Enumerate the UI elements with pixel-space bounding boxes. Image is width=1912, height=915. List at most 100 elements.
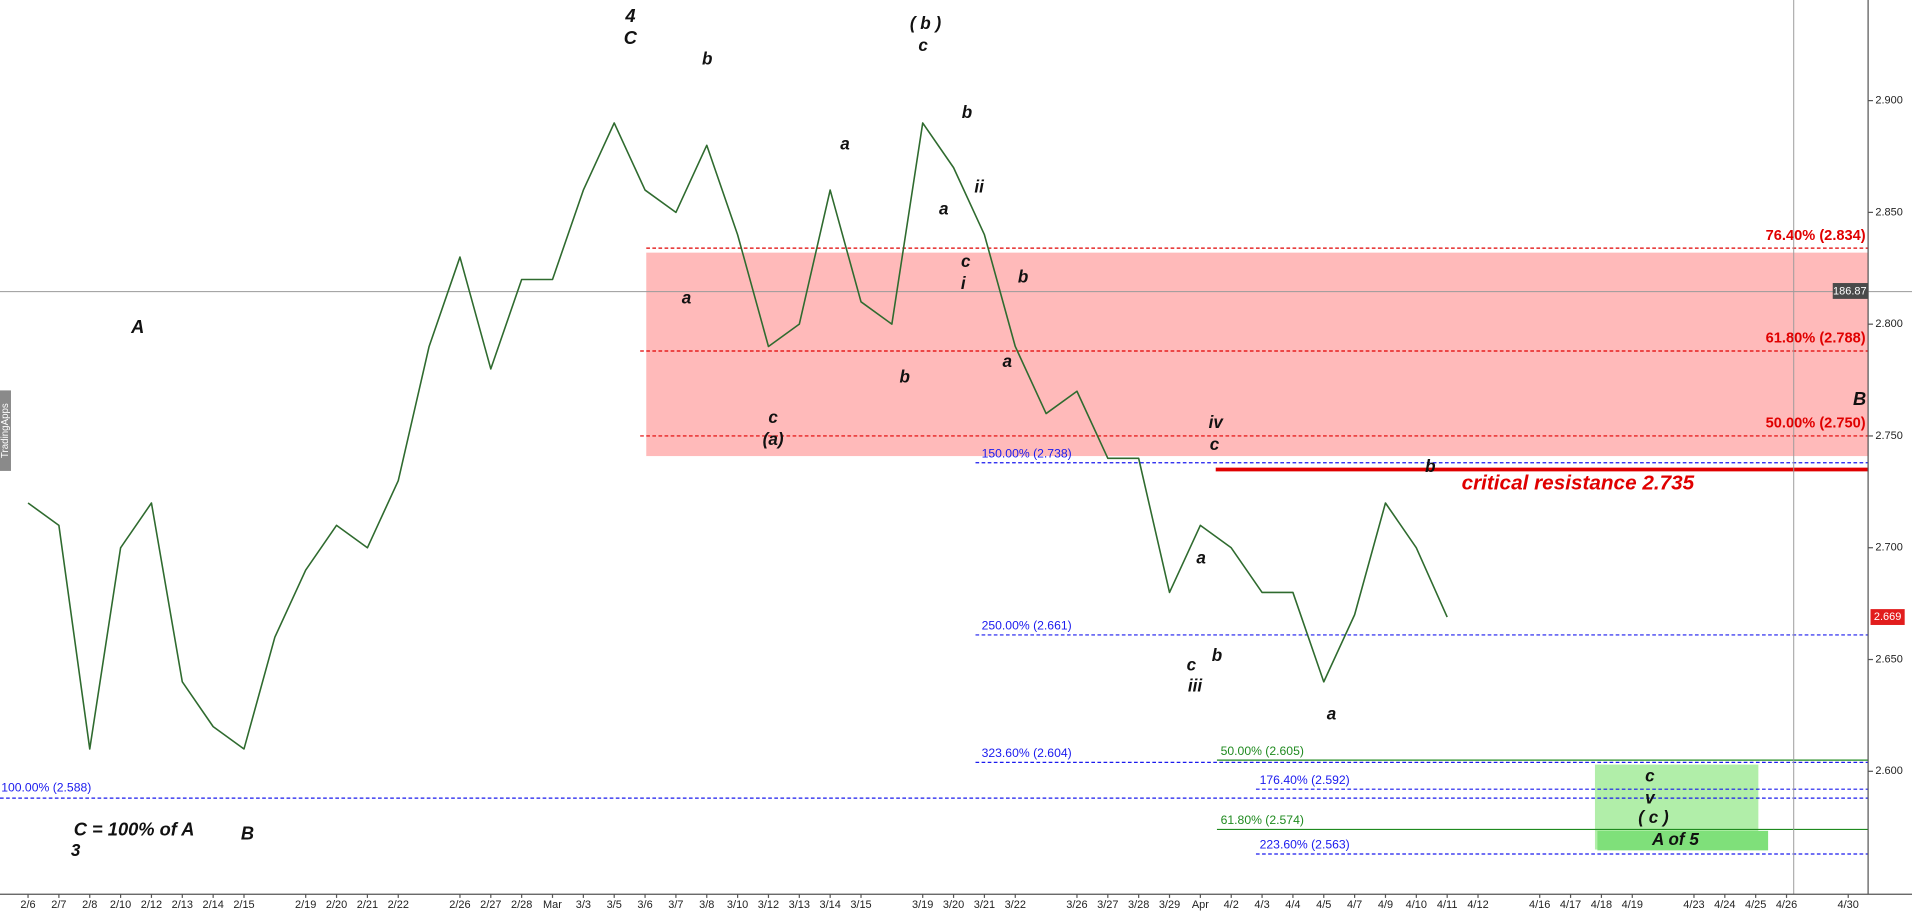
wave-label: 4 (624, 5, 635, 26)
wave-label: B (1853, 388, 1866, 409)
wave-label: a (840, 135, 849, 154)
level-label: critical resistance 2.735 (1462, 472, 1695, 495)
y-tick-label: 2.700 (1875, 542, 1902, 554)
x-tick-label: 4/7 (1347, 899, 1362, 911)
x-tick-label: 4/4 (1285, 899, 1300, 911)
last-price-box (1870, 609, 1905, 625)
wave-label: b (900, 368, 910, 387)
wave-label: iii (1188, 676, 1203, 695)
x-tick-label: 2/28 (511, 899, 532, 911)
x-tick-label: 3/14 (819, 899, 840, 911)
x-tick-label: 3/7 (668, 899, 683, 911)
wave-label: b (1018, 268, 1028, 287)
crosshair-box (1832, 283, 1869, 299)
x-tick-label: 3/27 (1097, 899, 1118, 911)
wave-label: ii (974, 177, 985, 196)
wave-label: C = 100% of A (74, 819, 195, 840)
target-highlight (1597, 830, 1769, 851)
wave-label: i (961, 274, 967, 293)
wave-label: c (768, 408, 778, 427)
x-tick-label: 4/23 (1683, 899, 1704, 911)
x-tick-label: 3/29 (1159, 899, 1180, 911)
level-label: 176.40% (2.592) (1260, 773, 1350, 787)
x-tick-label: 2/26 (449, 899, 470, 911)
wave-label: C (624, 27, 638, 48)
x-tick-label: 3/10 (727, 899, 748, 911)
x-tick-label: 4/9 (1378, 899, 1393, 911)
wave-label: 3 (71, 841, 81, 860)
wave-label: ( b ) (910, 14, 942, 33)
wave-label: a (1002, 352, 1011, 371)
wave-label: a (939, 199, 948, 218)
wave-label: a (1327, 704, 1336, 723)
x-tick-label: 3/6 (637, 899, 652, 911)
y-tick-label: 2.800 (1875, 318, 1902, 330)
x-tick-label: 4/17 (1560, 899, 1581, 911)
x-tick-label: 4/10 (1406, 899, 1427, 911)
x-tick-label: 3/8 (699, 899, 714, 911)
watermark: TradingApps (0, 403, 11, 458)
x-tick-label: 4/26 (1776, 899, 1797, 911)
level-label: 61.80% (2.788) (1766, 331, 1866, 347)
level-label: 50.00% (2.750) (1766, 416, 1866, 432)
x-tick-label: 3/21 (974, 899, 995, 911)
x-tick-label: 3/26 (1066, 899, 1087, 911)
x-tick-label: 4/11 (1437, 899, 1458, 911)
x-tick-label: 3/19 (912, 899, 933, 911)
x-tick-label: 2/15 (233, 899, 254, 911)
wave-label: c (918, 36, 928, 55)
x-tick-label: 2/20 (326, 899, 347, 911)
x-tick-label: 3/5 (607, 899, 622, 911)
x-tick-label: 3/15 (850, 899, 871, 911)
wave-label: b (702, 49, 712, 68)
wave-label: A (130, 316, 144, 337)
wave-label: B (241, 822, 254, 843)
wave-label: b (1425, 457, 1435, 476)
x-tick-label: 2/14 (202, 899, 223, 911)
x-tick-label: 4/24 (1714, 899, 1735, 911)
wave-label: a (1196, 548, 1205, 567)
x-tick-label: 3/3 (576, 899, 591, 911)
level-label: 223.60% (2.563) (1260, 838, 1350, 852)
axes: 2.669 2.600 2.650 2.700 2.750 2.800 2.850 2.900… (20, 94, 1905, 911)
x-tick-label: 4/12 (1467, 899, 1488, 911)
x-tick-label: 2/13 (172, 899, 193, 911)
wave-label: c (1645, 767, 1655, 786)
x-tick-label: 2/7 (51, 899, 66, 911)
wave-label: v (1645, 789, 1656, 808)
wave-label: c (1187, 656, 1197, 675)
x-tick-label: Apr (1192, 899, 1209, 911)
wave-label: ( c ) (1638, 808, 1669, 827)
x-tick-label: 4/18 (1591, 899, 1612, 911)
y-tick-label: 2.900 (1875, 94, 1902, 106)
x-tick-label: 4/25 (1745, 899, 1766, 911)
level-label: 76.40% (2.834) (1766, 228, 1866, 244)
price-line (27, 122, 1448, 750)
x-tick-label: 4/5 (1316, 899, 1331, 911)
watermark-box (0, 390, 11, 471)
x-tick-label: 2/12 (141, 899, 162, 911)
wave-label: b (962, 103, 972, 122)
level-label: 50.00% (2.605) (1221, 744, 1304, 758)
level-label: 61.80% (2.574) (1221, 813, 1304, 827)
x-tick-label: 2/8 (82, 899, 97, 911)
x-tick-label: Mar (543, 899, 562, 911)
crosshair-label: 186.87 (1833, 285, 1867, 297)
level-label: 100.00% (2.588) (1, 781, 91, 795)
wave-label: (a) (763, 430, 784, 449)
level-label: 323.60% (2.604) (982, 746, 1072, 760)
x-tick-label: 4/3 (1254, 899, 1269, 911)
level-label: 250.00% (2.661) (982, 619, 1072, 633)
y-tick-label: 2.750 (1875, 430, 1902, 442)
wave-label: b (1212, 646, 1222, 665)
wave-label: c (961, 252, 971, 271)
x-tick-label: 4/2 (1224, 899, 1239, 911)
wave-label: c (1210, 435, 1220, 454)
wave-label: a (682, 288, 691, 307)
x-tick-label: 2/19 (295, 899, 316, 911)
x-tick-label: 4/16 (1529, 899, 1550, 911)
x-tick-label: 2/6 (20, 899, 35, 911)
